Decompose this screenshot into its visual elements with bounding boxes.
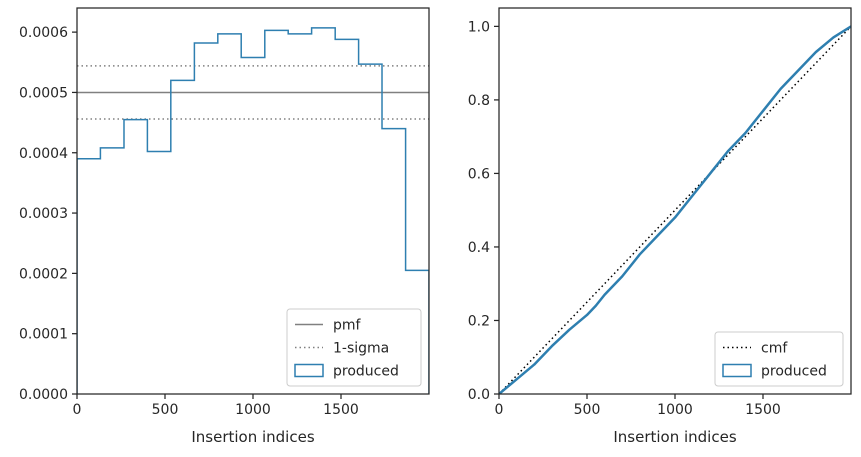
x-tick-label: 0 xyxy=(495,402,504,418)
legend-entry-produced: produced xyxy=(722,363,827,380)
y-tick-label: 0.6 xyxy=(468,166,490,182)
y-tick-label: 0.0006 xyxy=(19,25,68,41)
pmf-legend: pmf 1-sigma produced xyxy=(286,308,422,387)
cmf-line xyxy=(499,25,851,394)
y-tick-label: 0.0002 xyxy=(19,266,68,282)
pmf-x-ticks: 0 500 1000 1500 xyxy=(73,394,359,418)
x-tick-label: 1500 xyxy=(323,402,359,418)
y-tick-label: 0.0005 xyxy=(19,85,68,101)
legend-box xyxy=(714,331,844,387)
legend-box xyxy=(286,308,422,387)
legend-entry-pmf: pmf xyxy=(295,318,362,334)
y-tick-label: 0.0 xyxy=(468,387,490,403)
produced-histogram xyxy=(77,27,429,394)
produced-cdf-line xyxy=(499,25,851,394)
x-tick-label: 1500 xyxy=(745,402,781,418)
plot-marks xyxy=(77,27,429,394)
cmf-chart: 0 500 1000 1500 0.0 0.2 0.4 0.6 0.8 1.0 Insertio… xyxy=(468,7,852,446)
legend-label: produced xyxy=(761,364,827,380)
legend-label: pmf xyxy=(333,318,362,334)
legend-swatch xyxy=(722,363,752,378)
cmf-x-ticks: 0 500 1000 1500 xyxy=(495,394,781,418)
legend-label: 1-sigma xyxy=(333,341,389,357)
legend-swatch xyxy=(294,363,324,378)
legend-entry-produced: produced xyxy=(294,363,399,380)
legend-entry-1-sigma: 1-sigma xyxy=(295,341,389,357)
legend-label: produced xyxy=(333,364,399,380)
x-tick-label: 500 xyxy=(152,402,179,418)
y-tick-label: 0.0004 xyxy=(19,146,68,162)
cmf-y-ticks: 0.0 0.2 0.4 0.6 0.8 1.0 xyxy=(468,19,499,403)
cmf-x-axis-label: Insertion indices xyxy=(613,428,736,446)
y-tick-label: 0.4 xyxy=(468,240,490,256)
legend-label: cmf xyxy=(761,341,788,357)
x-tick-label: 1000 xyxy=(235,402,271,418)
y-tick-label: 0.8 xyxy=(468,93,490,109)
plot-marks xyxy=(499,25,851,394)
y-tick-label: 0.0001 xyxy=(19,327,68,343)
y-tick-label: 0.0000 xyxy=(19,387,68,403)
x-tick-label: 1000 xyxy=(657,402,693,418)
pmf-chart: 0 500 1000 1500 0.00000.00010.00020.00030.0… xyxy=(19,7,430,446)
cmf-legend: cmf produced xyxy=(714,331,844,387)
y-tick-label: 0.2 xyxy=(468,313,490,329)
x-tick-label: 0 xyxy=(73,402,82,418)
y-tick-label: 0.0003 xyxy=(19,206,68,222)
y-tick-label: 1.0 xyxy=(468,19,490,35)
x-tick-label: 500 xyxy=(574,402,601,418)
pmf-x-axis-label: Insertion indices xyxy=(191,428,314,446)
legend-entry-cmf: cmf xyxy=(723,341,788,357)
pmf-y-ticks: 0.0000 0.0001 0.0002 0.0003 0.0004 0.0005 0.00… xyxy=(19,25,77,403)
